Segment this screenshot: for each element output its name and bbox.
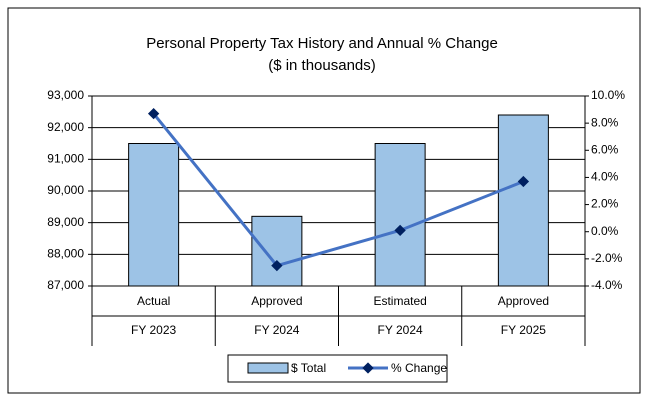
legend-swatch (247, 362, 289, 374)
y-tick-label: 88,000 (47, 247, 84, 261)
bar (128, 143, 180, 287)
chart-title: Personal Property Tax History and Annual… (146, 35, 498, 52)
legend-label: $ Total (291, 361, 326, 375)
y2-tick-label: 2.0% (591, 197, 619, 211)
marker (394, 224, 406, 237)
x-group-label: FY 2024 (254, 323, 299, 337)
y2-tick-label: -4.0% (591, 278, 623, 292)
x-group-label: FY 2025 (501, 323, 546, 337)
bar (251, 215, 303, 287)
y-tick-label: 93,000 (47, 88, 84, 102)
x-tick-label: Approved (251, 294, 302, 308)
y2-tick-label: 6.0% (591, 142, 619, 156)
marker (517, 175, 530, 188)
x-group-label: FY 2024 (378, 323, 423, 337)
x-tick-label: Actual (137, 294, 170, 308)
y-tick-label: 87,000 (47, 278, 84, 292)
legend-box (227, 354, 448, 383)
x-group-label: FY 2023 (131, 323, 176, 337)
y2-tick-label: 8.0% (591, 115, 619, 129)
y-tick-label: 91,000 (47, 152, 84, 166)
x-tick-label: Estimated (373, 294, 426, 308)
x-tick-label: Approved (498, 294, 549, 308)
marker (271, 259, 283, 272)
y2-tick-label: -2.0% (591, 251, 623, 265)
legend-marker (362, 362, 374, 374)
bar (374, 143, 426, 287)
y-tick-label: 89,000 (47, 215, 84, 229)
legend-label: % Change (391, 361, 447, 375)
y2-tick-label: 0.0% (591, 224, 619, 238)
line (152, 112, 524, 268)
y2-tick-label: 10.0% (591, 88, 625, 102)
y2-tick-label: 4.0% (591, 170, 619, 184)
chart-subtitle: ($ in thousands) (268, 57, 376, 74)
y-tick-label: 90,000 (47, 183, 84, 197)
y-tick-label: 92,000 (47, 120, 84, 134)
bar (497, 114, 549, 287)
